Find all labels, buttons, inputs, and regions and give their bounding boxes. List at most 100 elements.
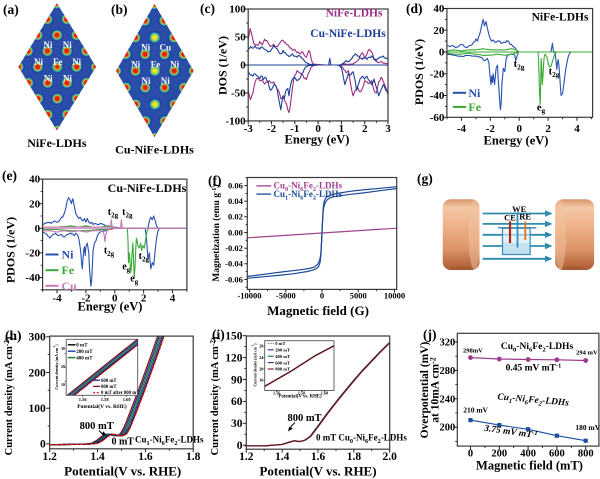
svg-text:Cu-NiFe-LDHs: Cu-NiFe-LDHs <box>310 28 386 40</box>
svg-text:Cu: Cu <box>160 43 172 53</box>
svg-text:0.06: 0.06 <box>228 180 243 190</box>
svg-text:0.02: 0.02 <box>228 212 243 222</box>
svg-text:Cu1​-Ni6​Fe2​-LDHs: Cu1​-Ni6​Fe2​-LDHs <box>497 392 570 410</box>
svg-text:1.58: 1.58 <box>298 391 305 396</box>
svg-text:20: 20 <box>61 364 65 369</box>
svg-text:-2: -2 <box>81 293 91 305</box>
svg-text:Magnetization (emu g-1​): Magnetization (emu g-1​) <box>211 184 222 281</box>
svg-text:Potential(V vs. RHE): Potential(V vs. RHE) <box>259 464 376 479</box>
svg-text:1.2: 1.2 <box>43 451 58 463</box>
svg-text:t2g​: t2g​ <box>514 59 525 72</box>
svg-text:Magnetic field (mT): Magnetic field (mT) <box>476 459 583 473</box>
svg-text:(f): (f) <box>208 173 222 188</box>
svg-text:-50: -50 <box>231 88 246 100</box>
svg-text:40: 40 <box>433 3 445 15</box>
svg-text:(c): (c) <box>200 1 215 16</box>
svg-text:3.75 mV mT-1​: 3.75 mV mT-1​ <box>483 423 539 442</box>
svg-text:Energy (eV): Energy (eV) <box>484 134 549 148</box>
svg-text:300: 300 <box>28 332 46 344</box>
svg-text:1.8: 1.8 <box>347 451 362 463</box>
svg-text:600 mT: 600 mT <box>101 379 117 384</box>
svg-text:t2g​: t2g​ <box>122 207 133 220</box>
svg-text:Ni: Ni <box>43 40 52 50</box>
svg-text:Cu1​-Ni6​Fe2​-LDHs: Cu1​-Ni6​Fe2​-LDHs <box>274 189 343 202</box>
svg-text:-100: -100 <box>226 116 247 128</box>
svg-text:-0.06: -0.06 <box>225 274 243 284</box>
svg-text:-40: -40 <box>430 90 445 102</box>
svg-text:3: 3 <box>385 123 391 135</box>
svg-text:200: 200 <box>491 449 507 460</box>
svg-text:1.8: 1.8 <box>186 451 201 463</box>
svg-text:150: 150 <box>225 331 243 343</box>
svg-text:2: 2 <box>141 293 147 305</box>
svg-text:Ni: Ni <box>468 86 481 100</box>
svg-text:10000: 10000 <box>384 291 405 301</box>
svg-text:0: 0 <box>320 291 324 301</box>
svg-text:1.56: 1.56 <box>273 391 280 396</box>
svg-text:Ni: Ni <box>63 74 72 84</box>
svg-text:800 mT: 800 mT <box>287 413 321 424</box>
svg-text:Overpotential (mV): Overpotential (mV) <box>419 341 431 438</box>
svg-text:Current density (mA cm-2​): Current density (mA cm-2​) <box>252 343 258 387</box>
svg-text:t2g​: t2g​ <box>139 251 150 264</box>
svg-text:-3: -3 <box>244 123 254 135</box>
svg-text:-0.02: -0.02 <box>225 243 243 253</box>
svg-text:Cu: Cu <box>62 279 78 293</box>
svg-text:Cu0​-Ni6​Fe2​-LDHs: Cu0​-Ni6​Fe2​-LDHs <box>501 342 574 354</box>
svg-text:Fe: Fe <box>468 100 481 114</box>
svg-text:800 mT: 800 mT <box>80 421 114 432</box>
svg-text:0: 0 <box>439 47 445 59</box>
svg-text:-10000: -10000 <box>237 291 261 301</box>
svg-text:2: 2 <box>545 123 551 135</box>
svg-text:-1: -1 <box>290 123 299 135</box>
svg-text:NiFe-LDHs: NiFe-LDHs <box>326 8 383 20</box>
svg-text:1.4: 1.4 <box>275 451 290 463</box>
svg-text:30: 30 <box>231 418 243 430</box>
svg-text:NiFe-LDHs: NiFe-LDHs <box>532 12 589 24</box>
svg-text:Current density (mA cm-2​): Current density (mA cm-2​) <box>2 336 15 455</box>
svg-text:(a): (a) <box>3 2 19 17</box>
svg-text:-60: -60 <box>430 112 445 124</box>
svg-text:Potential(V vs. RHE): Potential(V vs. RHE) <box>77 403 127 410</box>
svg-text:20: 20 <box>259 366 263 371</box>
svg-text:Current density (mA cm-2​): Current density (mA cm-2​) <box>53 344 59 390</box>
svg-text:210 mV: 210 mV <box>463 406 488 415</box>
svg-text:-0.04: -0.04 <box>225 259 243 269</box>
svg-text:Ni: Ni <box>72 57 81 67</box>
svg-text:0: 0 <box>516 123 522 135</box>
svg-text:20: 20 <box>29 198 41 210</box>
svg-text:280: 280 <box>440 366 456 377</box>
svg-text:1.6: 1.6 <box>138 451 153 463</box>
svg-text:0 mT: 0 mT <box>111 437 134 448</box>
svg-text:800: 800 <box>578 449 594 460</box>
svg-text:2.0: 2.0 <box>383 451 398 463</box>
svg-text:Cu-NiFe-LDHs: Cu-NiFe-LDHs <box>115 143 194 157</box>
svg-text:0: 0 <box>35 223 41 235</box>
svg-text:298mV: 298mV <box>463 348 483 355</box>
svg-text:(d): (d) <box>406 1 423 16</box>
svg-text:t2g​: t2g​ <box>108 207 119 220</box>
svg-text:Energy (eV): Energy (eV) <box>78 300 143 314</box>
svg-text:Ni: Ni <box>34 57 43 67</box>
svg-text:Fe: Fe <box>151 60 161 70</box>
svg-text:PDOS (1/eV): PDOS (1/eV) <box>4 217 18 283</box>
svg-text:400 mT: 400 mT <box>275 354 290 359</box>
svg-text:16: 16 <box>259 378 263 383</box>
svg-text:Cu0​-Ni6​Fe2​-LDHs: Cu0​-Ni6​Fe2​-LDHs <box>274 181 343 194</box>
svg-text:Ni: Ni <box>142 76 151 86</box>
svg-text:1.58: 1.58 <box>101 397 110 402</box>
svg-text:-2: -2 <box>267 123 277 135</box>
svg-text:(e): (e) <box>2 168 17 183</box>
svg-text:NiFe-LDHs: NiFe-LDHs <box>27 136 87 150</box>
svg-text:5000: 5000 <box>350 291 367 301</box>
svg-text:0 mT after 800 mT: 0 mT after 800 mT <box>101 391 140 396</box>
svg-text:Ni: Ni <box>161 76 170 86</box>
svg-text:0: 0 <box>112 293 118 305</box>
svg-text:Fe: Fe <box>62 263 75 277</box>
svg-text:200: 200 <box>440 423 456 434</box>
svg-text:60: 60 <box>231 396 243 408</box>
svg-text:(g): (g) <box>417 171 433 186</box>
svg-text:400: 400 <box>520 449 536 460</box>
svg-text:Ni: Ni <box>141 43 150 53</box>
svg-text:0: 0 <box>468 449 473 460</box>
